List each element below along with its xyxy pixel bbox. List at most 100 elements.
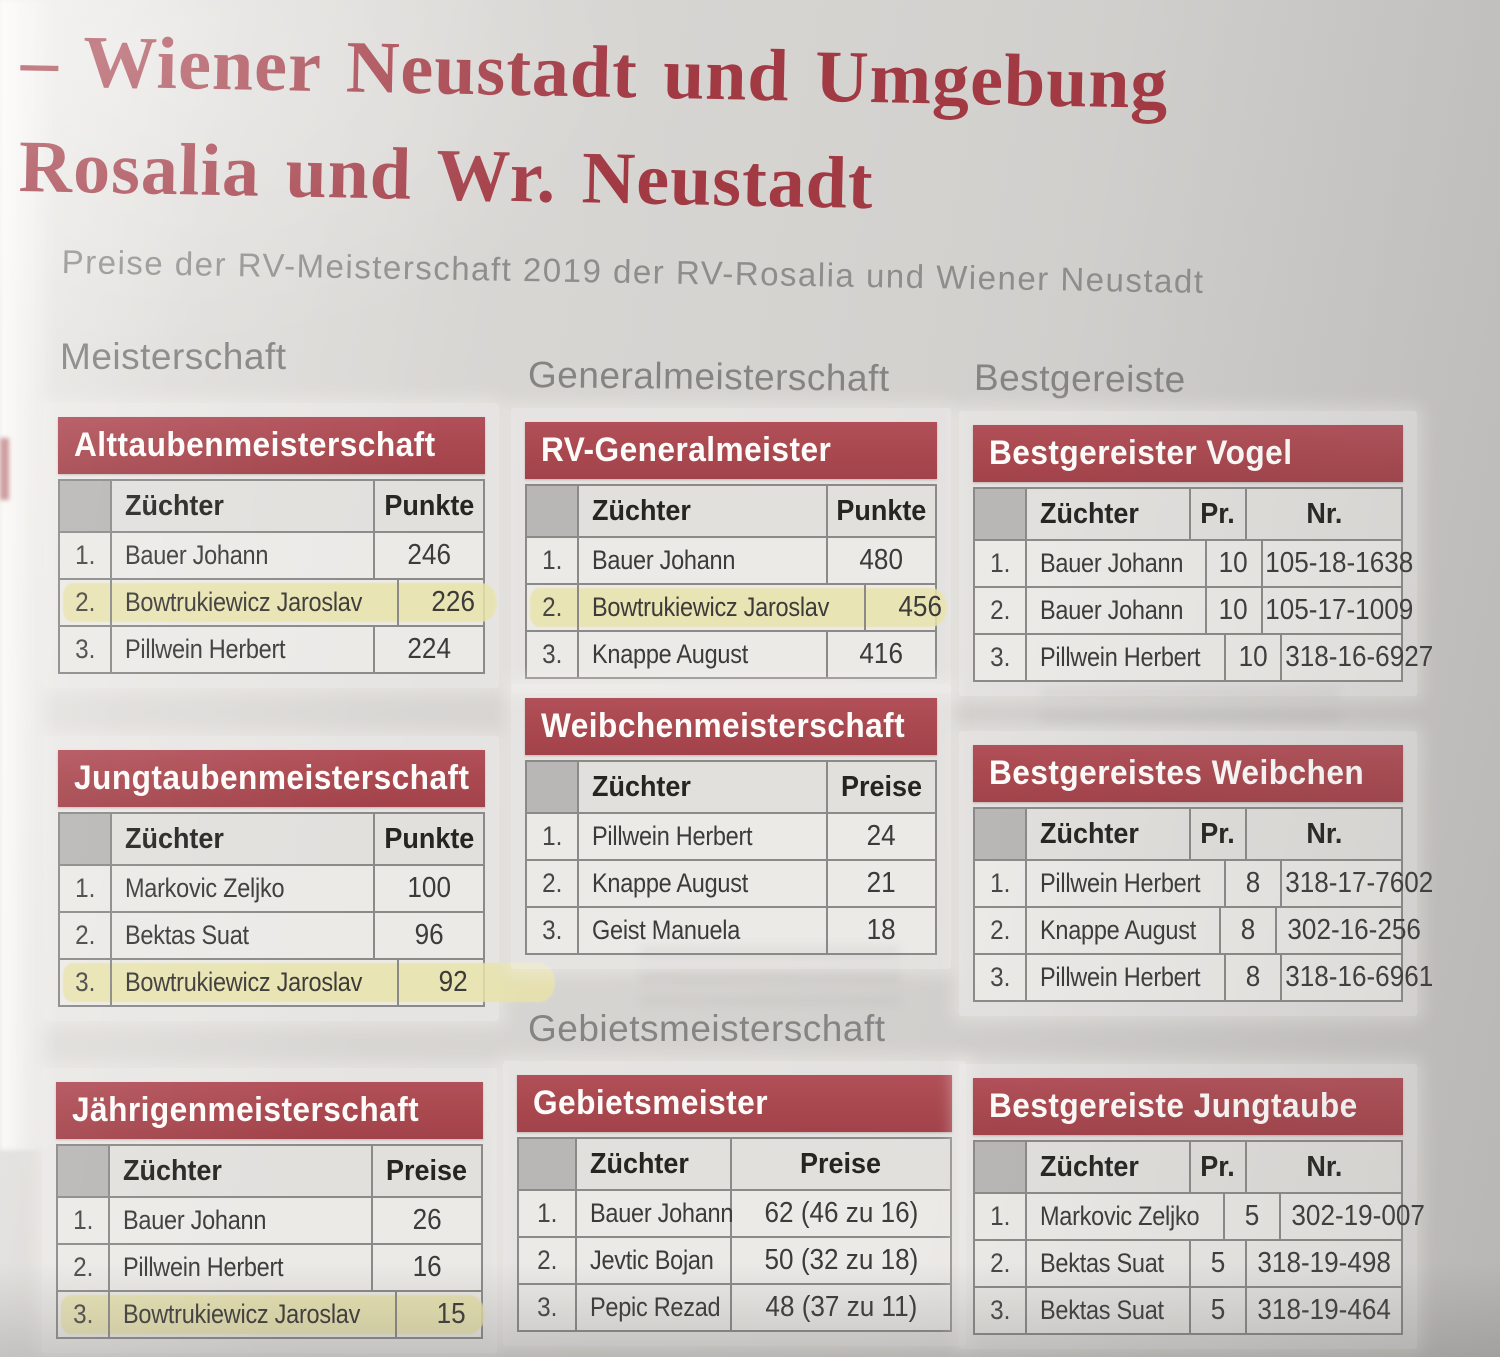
table-row: 2. Bauer Johann 10 105-17-1009 [975,586,1414,633]
value-cell: 8 [1221,908,1278,953]
section-label-generalmeisterschaft: Generalmeisterschaft [527,354,890,399]
column-header-label: Züchter [592,770,691,803]
breeder-name-cell: Bowtrukiewicz Jaroslav [112,960,400,1005]
breeder-name: Pillwein Herbert [125,634,286,664]
breeder-name: Pillwein Herbert [1040,642,1201,672]
header-row: Züchter Pr. Nr. [975,1142,1401,1192]
rank-cell: 2. [527,861,579,906]
column-header-label: Züchter [1040,1150,1139,1183]
corner-cell [975,809,1027,859]
weibchen-title: Weibchenmeisterschaft [541,707,906,745]
corner-cell [60,481,112,531]
value-cell: 16 [373,1245,481,1290]
table-row: 2. Knappe August 8 302-16-256 [975,906,1421,953]
rank-label: 2. [541,868,563,898]
breeder-name-cell: Markovic Zeljko [1027,1194,1226,1239]
table-row: 3. Pillwein Herbert 10 318-16-6927 [975,633,1433,680]
breeder-name: Markovic Zeljko [125,873,285,903]
value-label: 21 [866,867,897,899]
column-header-cell: Preise [828,762,935,812]
value-cell: 302-16-256 [1277,908,1431,953]
value-label: 246 [407,539,451,571]
column-header-cell: Züchter [1027,809,1191,859]
rank-cell: 3. [975,1288,1027,1333]
rank-label: 1. [74,873,96,903]
marker-highlight [530,588,947,627]
table-row: 3. Geist Manuela 18 [527,906,935,953]
gebietsmeister-table-panel: Gebietsmeister Züchter Preise 1. Bauer Johan… [503,1061,966,1346]
value-cell: 456 [866,585,973,630]
breeder-name: Markovic Zeljko [1040,1201,1200,1231]
corner-cell [60,814,112,864]
value-label: 16 [412,1251,442,1283]
rank-cell: 2. [58,1245,110,1290]
header-row: Züchter Punkte [60,814,483,864]
column-header-cell: Züchter [110,1146,373,1196]
table-row: 2. Bowtrukiewicz Jaroslav 226 [60,578,497,625]
column-header-cell: Pr. [1191,809,1247,859]
table-row: 3. Pillwein Herbert 224 [60,625,483,672]
value-cell: 8 [1226,955,1283,1000]
rank-label: 3. [989,642,1011,672]
breeder-name-cell: Knappe August [579,632,828,677]
jungtauben-table-panel: Jungtaubenmeisterschaft Züchter Punkte 1. Ma… [44,736,555,1021]
bestweibchen-table-panel: Bestgereistes Weibchen Züchter Pr. Nr. 1. Pil… [959,731,1433,1016]
column-header-label: Pr. [1200,497,1236,530]
value-cell: 26 [373,1198,481,1243]
value-label: 318-19-498 [1257,1247,1391,1279]
breeder-name: Bowtrukiewicz Jaroslav [123,1299,361,1329]
value-label: 92 [438,966,468,998]
rank-label: 1. [72,1205,94,1235]
value-label: 302-19-007 [1291,1200,1425,1232]
rank-label: 3. [536,1292,558,1322]
value-label: 8 [1246,867,1261,899]
value-cell: 5 [1191,1241,1247,1286]
marker-highlight [61,1295,485,1334]
breeder-name: Bauer Johann [592,545,736,575]
breeder-name-cell: Bauer Johann [1027,541,1207,586]
breeder-name-cell: Bowtrukiewicz Jaroslav [579,585,867,630]
rank-label: 2. [989,1248,1011,1278]
header-row: Züchter Preise [519,1139,950,1189]
value-label: 5 [1244,1200,1260,1232]
value-cell: 96 [375,913,483,958]
weibchen-title-bar: Weibchenmeisterschaft [525,698,937,755]
rank-cell: 1. [527,538,579,583]
column-header-label: Preise [386,1154,468,1187]
breeder-name: Pillwein Herbert [592,821,753,851]
breeder-name-cell: Bauer Johann [112,533,375,578]
value-label: 15 [436,1298,466,1330]
column-header-cell: Nr. [1247,1142,1401,1192]
rank-label: 2. [541,592,563,622]
breeder-name: Bowtrukiewicz Jaroslav [125,587,363,617]
column-header-label: Nr. [1306,817,1342,850]
value-label: 456 [898,591,942,623]
value-label: 62 (46 zu 16) [764,1197,918,1229]
table-row: 2. Pillwein Herbert 16 [58,1243,481,1290]
alttauben-title-bar: Alttaubenmeisterschaft [58,417,485,474]
value-cell: 15 [397,1292,505,1337]
rank-cell: 3. [60,627,112,672]
value-cell: 302-19-007 [1281,1194,1435,1239]
column-header-label: Pr. [1200,1150,1236,1183]
rank-label: 1. [541,545,563,575]
column-header-label: Punkte [836,494,927,527]
column-header-cell: Züchter [579,486,828,536]
table-row: 2. Knappe August 21 [527,859,935,906]
column-header-label: Züchter [592,494,691,527]
breeder-name-cell: Geist Manuela [579,908,828,953]
breeder-name: Bektas Suat [125,920,249,950]
value-cell: 8 [1226,861,1283,906]
table-row: 3. Pillwein Herbert 8 318-16-6961 [975,953,1433,1000]
column-header-label: Züchter [125,822,224,855]
rank-cell: 3. [975,635,1027,680]
bestweibchen-title-bar: Bestgereistes Weibchen [973,745,1403,802]
column-header-label: Züchter [125,489,224,522]
value-label: 480 [859,544,904,576]
table-row: 1. Markovic Zeljko 5 302-19-007 [975,1192,1425,1239]
gebietsmeister-title: Gebietsmeister [533,1084,768,1122]
value-label: 5 [1210,1294,1226,1326]
header-row: Züchter Punkte [527,486,935,536]
jungtauben-title-bar: Jungtaubenmeisterschaft [58,750,485,807]
breeder-name-cell: Bektas Suat [112,913,375,958]
